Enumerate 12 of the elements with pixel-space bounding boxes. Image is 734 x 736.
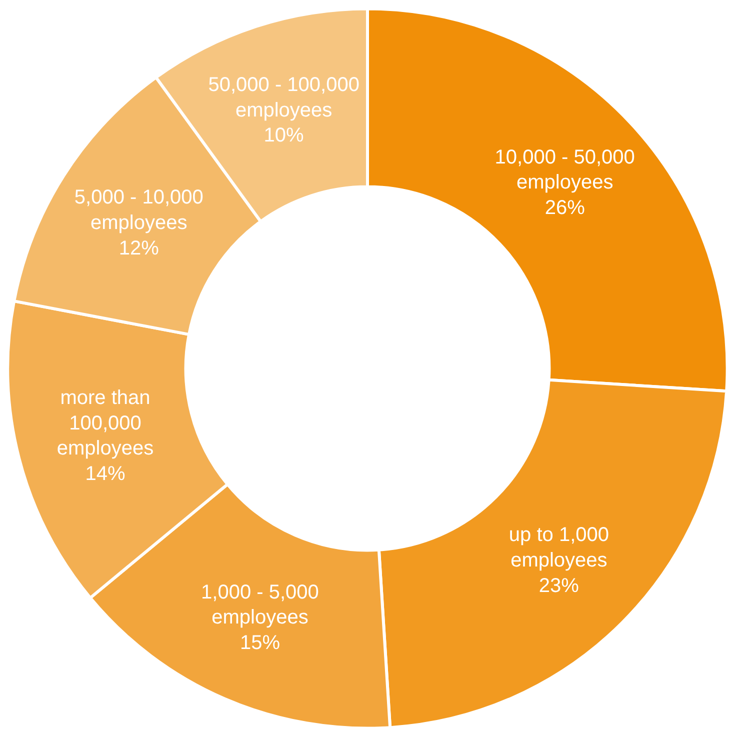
slice-label: 1,000 - 5,000 employees	[201, 581, 319, 629]
data-label: 26%	[544, 196, 586, 219]
slice-label: 50,000 - 100,000 employees	[208, 74, 360, 122]
data-label: 15%	[240, 632, 280, 654]
data-label: 12%	[118, 237, 160, 260]
slice-label: 10,000 - 50,000 employees	[494, 146, 635, 194]
slice-label: 5,000 - 10,000 employees	[74, 186, 204, 234]
slice-label: up to 1,000 employees	[508, 524, 609, 572]
data-label: 23%	[538, 574, 580, 597]
data-label: 14%	[85, 462, 126, 485]
data-label: 10%	[264, 124, 304, 147]
slice-label: more than 100,000 employees	[56, 387, 154, 460]
